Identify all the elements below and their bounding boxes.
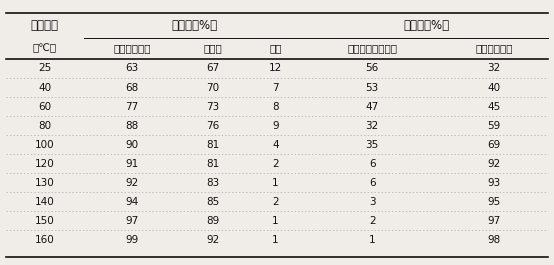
Text: 80: 80	[38, 121, 51, 131]
Text: 83: 83	[207, 178, 219, 188]
Text: 94: 94	[125, 197, 138, 207]
Text: 91: 91	[125, 159, 138, 169]
Text: 99: 99	[125, 235, 138, 245]
Text: 8: 8	[272, 101, 279, 112]
Text: 59: 59	[487, 121, 500, 131]
Text: 丁氧基甲氧基甲烷: 丁氧基甲氧基甲烷	[347, 43, 397, 54]
Text: 9: 9	[272, 121, 279, 131]
Text: 85: 85	[207, 197, 219, 207]
Text: 90: 90	[125, 140, 138, 150]
Text: 35: 35	[366, 140, 379, 150]
Text: 97: 97	[125, 216, 138, 226]
Text: 120: 120	[35, 159, 54, 169]
Text: 81: 81	[207, 140, 219, 150]
Text: 12: 12	[269, 64, 282, 73]
Text: 选择性（%）: 选择性（%）	[404, 19, 450, 32]
Text: 2: 2	[272, 197, 279, 207]
Text: 92: 92	[487, 159, 500, 169]
Text: 53: 53	[366, 82, 379, 92]
Text: 140: 140	[35, 197, 54, 207]
Text: 68: 68	[125, 82, 138, 92]
Text: 转化率（%）: 转化率（%）	[171, 19, 217, 32]
Text: 2: 2	[369, 216, 376, 226]
Text: 1: 1	[272, 235, 279, 245]
Text: 40: 40	[488, 82, 500, 92]
Text: 150: 150	[35, 216, 54, 226]
Text: 92: 92	[207, 235, 219, 245]
Text: 60: 60	[38, 101, 51, 112]
Text: 93: 93	[487, 178, 500, 188]
Text: 40: 40	[38, 82, 51, 92]
Text: 63: 63	[125, 64, 138, 73]
Text: 130: 130	[35, 178, 54, 188]
Text: 反应温度: 反应温度	[30, 19, 59, 32]
Text: 95: 95	[487, 197, 500, 207]
Text: 100: 100	[35, 140, 54, 150]
Text: 45: 45	[487, 101, 500, 112]
Text: 89: 89	[207, 216, 219, 226]
Text: 160: 160	[35, 235, 54, 245]
Text: 32: 32	[366, 121, 379, 131]
Text: 92: 92	[125, 178, 138, 188]
Text: 1: 1	[272, 216, 279, 226]
Text: 1: 1	[272, 178, 279, 188]
Text: 32: 32	[487, 64, 500, 73]
Text: 7: 7	[272, 82, 279, 92]
Text: 76: 76	[207, 121, 219, 131]
Text: （℃）: （℃）	[33, 43, 57, 54]
Text: 88: 88	[125, 121, 138, 131]
Text: 2: 2	[272, 159, 279, 169]
Text: 1: 1	[369, 235, 376, 245]
Text: 25: 25	[38, 64, 51, 73]
Text: 6: 6	[369, 178, 376, 188]
Text: 56: 56	[366, 64, 379, 73]
Text: 6: 6	[369, 159, 376, 169]
Text: 70: 70	[207, 82, 219, 92]
Text: 77: 77	[125, 101, 138, 112]
Text: 67: 67	[207, 64, 219, 73]
Text: 甲醇: 甲醇	[269, 43, 281, 54]
Text: 97: 97	[487, 216, 500, 226]
Text: 4: 4	[272, 140, 279, 150]
Text: 98: 98	[487, 235, 500, 245]
Text: 69: 69	[487, 140, 500, 150]
Text: 73: 73	[207, 101, 219, 112]
Text: 正丁醇: 正丁醇	[204, 43, 222, 54]
Text: 二甲氧基甲烷: 二甲氧基甲烷	[113, 43, 151, 54]
Text: 3: 3	[369, 197, 376, 207]
Text: 47: 47	[366, 101, 379, 112]
Text: 81: 81	[207, 159, 219, 169]
Text: 二丁氧基甲烷: 二丁氧基甲烷	[475, 43, 512, 54]
